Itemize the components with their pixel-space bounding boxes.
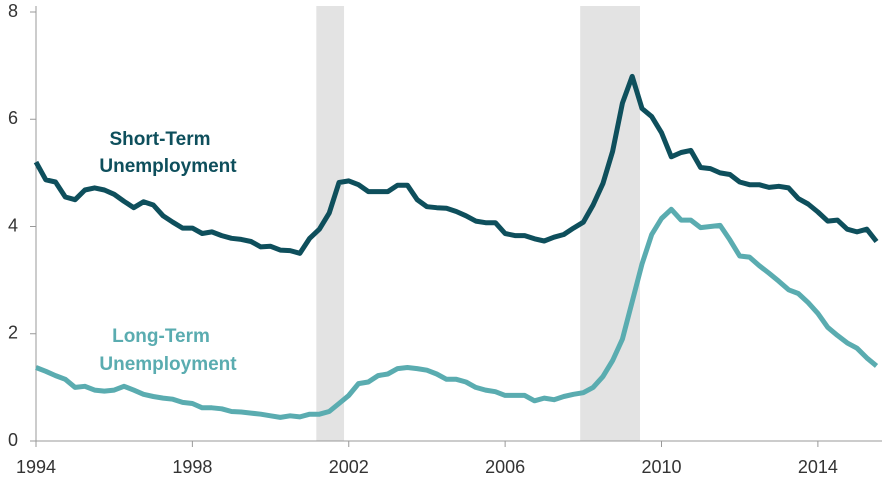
recession-band [580, 6, 641, 441]
series-line [35, 206, 879, 420]
x-tick-label: 2002 [329, 457, 369, 477]
y-tick-label: 6 [8, 108, 18, 128]
annotation: Unemployment [99, 354, 237, 375]
annotation: Unemployment [99, 156, 237, 177]
annotation: Short-Term [110, 129, 211, 150]
x-tick-label: 1998 [172, 457, 212, 477]
x-tick-label: 1994 [16, 457, 56, 477]
y-tick-label: 8 [8, 1, 18, 21]
y-tick-label: 2 [8, 323, 18, 343]
x-tick-label: 2010 [641, 457, 681, 477]
annotation: Long-Term [112, 326, 210, 347]
series-line [33, 73, 879, 256]
y-tick-label: 0 [8, 430, 18, 450]
x-tick-label: 2014 [798, 457, 838, 477]
x-tick-label: 2006 [485, 457, 525, 477]
y-tick-label: 4 [8, 215, 18, 235]
